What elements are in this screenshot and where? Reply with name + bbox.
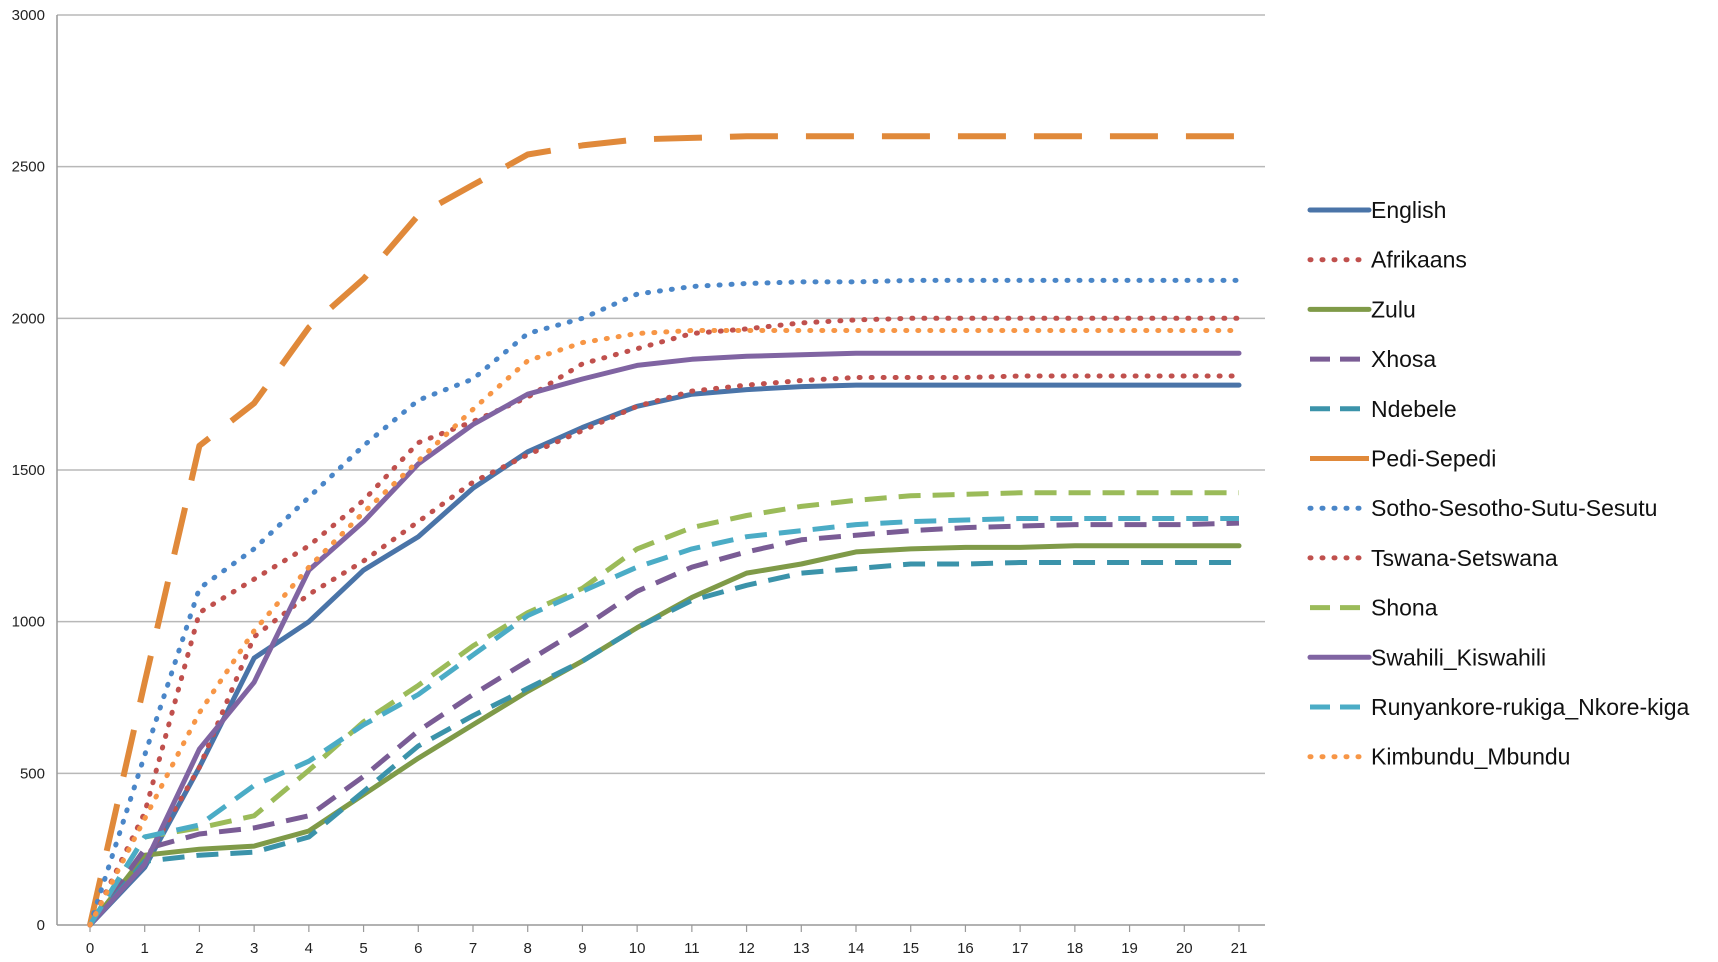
x-tick-label: 5: [359, 940, 367, 957]
series-line-kimbundu-mbundu: [87, 328, 1242, 928]
legend-label: Kimbundu_Mbundu: [1371, 744, 1570, 770]
x-tick-label: 19: [1121, 940, 1138, 957]
legend: English Afrikaans Zulu Xhosa Ndebele Pedi-Sep…: [1307, 197, 1690, 770]
x-tick-label: 20: [1176, 940, 1193, 957]
x-tick-label: 16: [957, 940, 974, 957]
legend-label: Pedi-Sepedi: [1371, 446, 1496, 472]
gridlines: [57, 14, 1265, 775]
series-line-shona: [87, 490, 1239, 927]
y-tick-label: 3000: [12, 7, 45, 24]
x-tick-label: 4: [305, 940, 313, 957]
legend-label: Afrikaans: [1371, 247, 1467, 273]
x-tick-label: 17: [1012, 940, 1029, 957]
legend-label: Zulu: [1371, 296, 1416, 322]
series-line-runyankore-rukiga-nkore-kiga: [87, 516, 1239, 927]
y-tick-label: 2000: [12, 310, 45, 327]
x-tick-label: 9: [578, 940, 586, 957]
series-line-swahili-kiswahili: [87, 350, 1242, 928]
y-tick-label: 0: [37, 917, 45, 934]
x-tick-label: 6: [414, 940, 422, 957]
x-tick-label: 7: [469, 940, 477, 957]
series-line-english: [87, 382, 1242, 928]
legend-label: Tswana-Setswana: [1371, 545, 1558, 571]
legend-label: Xhosa: [1371, 346, 1436, 372]
legend-label: Shona: [1371, 595, 1438, 621]
series-line-tswana-setswana: [87, 315, 1242, 928]
y-tick-label: 1500: [12, 462, 45, 479]
legend-label: Runyankore-rukiga_Nkore-kiga: [1371, 694, 1690, 720]
x-tick-label: 12: [738, 940, 755, 957]
series-line-zulu: [87, 543, 1242, 928]
series-line-sotho-sesotho-sutu-sesutu: [87, 277, 1242, 928]
x-tick-label: 15: [902, 940, 919, 957]
x-tick-label: 21: [1231, 940, 1248, 957]
x-tick-label: 3: [250, 940, 258, 957]
legend-label: English: [1371, 197, 1446, 223]
y-tick-label: 500: [20, 765, 45, 782]
y-tick-label: 2500: [12, 159, 45, 176]
y-tick-label: 1000: [12, 614, 45, 631]
series-line-xhosa: [87, 520, 1240, 927]
x-tick-label: 8: [524, 940, 532, 957]
x-tick-label: 13: [793, 940, 810, 957]
x-tick-label: 18: [1067, 940, 1084, 957]
x-tick-label: 11: [684, 940, 700, 957]
x-tick-label: 10: [629, 940, 646, 957]
x-tick-label: 14: [848, 940, 865, 957]
legend-label: Sotho-Sesotho-Sutu-Sesutu: [1371, 495, 1657, 521]
series-line-pedi-sepedi: [87, 133, 1239, 926]
x-tick-label: 1: [141, 940, 149, 957]
legend-label: Ndebele: [1371, 396, 1457, 422]
series-line-ndebele: [88, 560, 1239, 927]
x-tick-label: 2: [195, 940, 203, 957]
series-lines: [87, 133, 1242, 928]
x-tick-label: 0: [86, 940, 94, 957]
legend-label: Swahili_Kiswahili: [1371, 644, 1546, 670]
